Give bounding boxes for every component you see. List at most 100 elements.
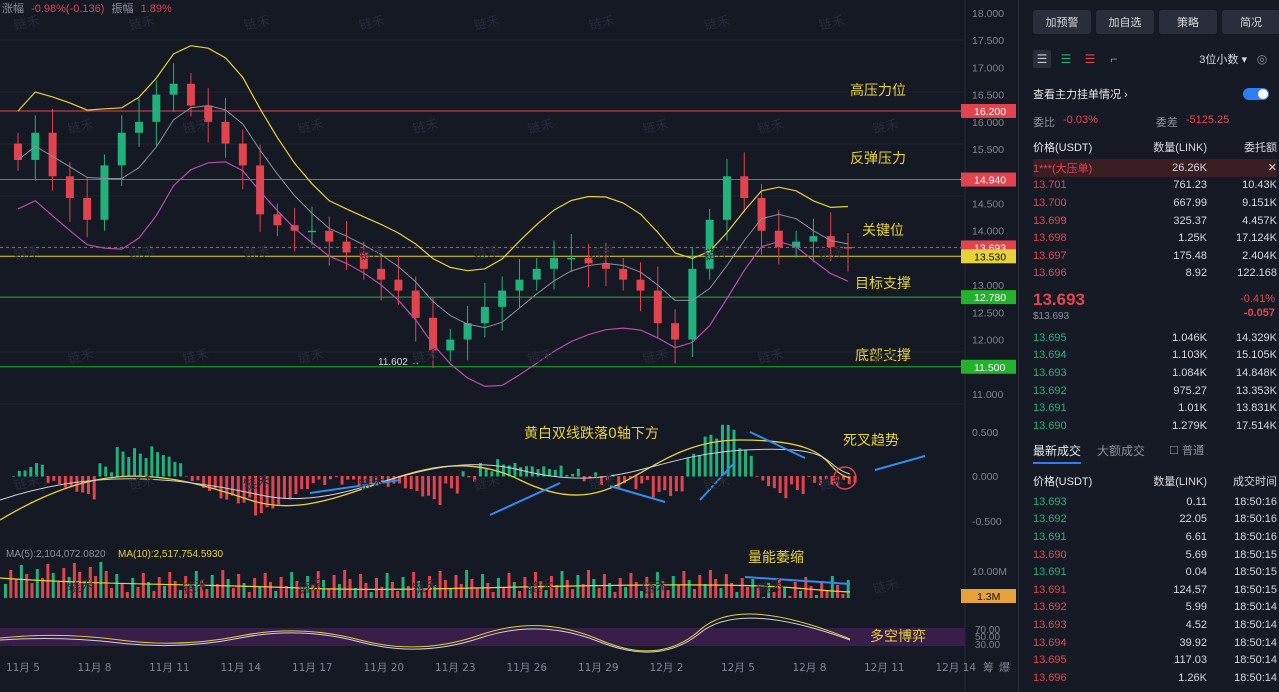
level-annotation: 关键位 — [862, 223, 904, 239]
row-amount: ✕ — [1267, 162, 1277, 175]
candle-body — [273, 214, 282, 226]
alert-button[interactable]: 加预警 — [1033, 10, 1091, 34]
ratio-row: 委比 -0.03% 委差 -5125.25 — [1033, 114, 1271, 130]
candle-body — [653, 290, 662, 324]
macd-bar — [536, 469, 540, 477]
strategy-button[interactable]: 策略 — [1159, 10, 1217, 34]
macd-bar — [242, 476, 246, 503]
macd-bar — [236, 476, 240, 504]
order-row[interactable]: 1***(大压单) 26.26K ✕ — [1033, 159, 1277, 177]
candle-body — [740, 176, 749, 199]
macd-bar — [98, 463, 102, 477]
trade-row[interactable]: 13.692 22.05 18:50:16 — [1033, 511, 1277, 529]
order-row[interactable]: 13.692 975.27 13.353K — [1033, 382, 1277, 400]
macd-bar — [265, 476, 269, 508]
x-tick: 11月 5 — [6, 662, 40, 674]
trade-row[interactable]: 13.691 124.57 18:50:15 — [1033, 581, 1277, 599]
row-qty: 975.27 — [1173, 384, 1207, 397]
trade-row[interactable]: 13.690 5.69 18:50:15 — [1033, 546, 1277, 564]
volume-bar — [184, 576, 188, 598]
watermark-text: 链禾 — [358, 14, 387, 34]
order-book-toggle[interactable] — [1243, 88, 1269, 100]
x-tick: 11月 26 — [507, 662, 548, 674]
macd-bar — [52, 476, 56, 481]
volume-bar — [353, 588, 357, 598]
trade-row[interactable]: 13.696 1.26K 18:50:14 — [1033, 669, 1277, 687]
order-row[interactable]: 13.693 1.084K 14.848K — [1033, 364, 1277, 382]
trade-row[interactable]: 13.692 5.99 18:50:14 — [1033, 599, 1277, 617]
volume-bar — [327, 589, 331, 598]
volume-bar — [767, 583, 771, 598]
volume-bar — [19, 565, 23, 598]
decimals-select[interactable]: 3位小数 ▾ — [1199, 54, 1247, 66]
macd-bar — [133, 448, 137, 477]
row-price: 1***(大压单) — [1033, 162, 1093, 175]
order-row[interactable]: 13.701 761.23 10.43K — [1033, 177, 1277, 195]
row-price: 13.690 — [1033, 548, 1067, 561]
chart-area[interactable]: 18.00017.50017.00016.50016.00015.50015.0… — [0, 0, 1018, 692]
macd-bar — [346, 476, 350, 480]
volume-bar — [512, 582, 516, 598]
action-buttons: 加预警 加自选 策略 简况 — [1033, 10, 1279, 34]
watermark-text: 链禾 — [473, 14, 502, 34]
volume-bar — [491, 592, 495, 598]
volume-bar — [401, 577, 405, 598]
volume-bar — [274, 591, 278, 598]
macd-bar — [761, 476, 765, 481]
volume-bar — [428, 576, 431, 598]
watchlist-button[interactable]: 加自选 — [1096, 10, 1154, 34]
order-row[interactable]: 13.690 1.279K 17.514K — [1033, 417, 1277, 435]
macd-bar — [692, 453, 696, 477]
trade-row[interactable]: 13.691 0.04 18:50:15 — [1033, 563, 1277, 581]
macd-bar — [830, 476, 834, 485]
volume-bar — [72, 563, 76, 598]
macd-bar — [392, 476, 396, 484]
order-row[interactable]: 13.699 325.37 4.457K — [1033, 212, 1277, 230]
macd-bar — [288, 476, 292, 500]
candle-body — [394, 279, 403, 291]
macd-bar — [588, 476, 592, 479]
candlestick-chart[interactable]: 18.00017.50017.00016.50016.00015.50015.0… — [0, 0, 1018, 692]
trade-row[interactable]: 13.695 117.03 18:50:14 — [1033, 651, 1277, 669]
order-row[interactable]: 13.696 8.92 122.168 — [1033, 265, 1277, 283]
macd-bar — [380, 476, 384, 484]
expand-icon[interactable]: ⌐ — [1110, 52, 1118, 66]
book-asks-icon[interactable]: ☰ — [1084, 52, 1096, 66]
trade-row[interactable]: 13.693 0.11 18:50:16 — [1033, 493, 1277, 511]
volume-bar — [624, 587, 628, 598]
osc-line-yellow — [0, 613, 851, 652]
order-row[interactable]: 13.695 1.046K 14.329K — [1033, 329, 1277, 347]
order-row[interactable]: 13.697 175.48 2.404K — [1033, 247, 1277, 265]
book-bids-icon[interactable]: ☰ — [1060, 52, 1072, 66]
price-tick: 17.000 — [972, 62, 1004, 74]
settings-icon[interactable]: ◎ — [1256, 52, 1268, 66]
macd-bar — [259, 476, 263, 514]
tab-latest[interactable]: 最新成交 — [1033, 442, 1082, 464]
level-badge — [961, 359, 1016, 374]
macd-bar — [121, 451, 125, 477]
trade-row[interactable]: 13.691 6.61 18:50:16 — [1033, 528, 1277, 546]
row-price: 13.690 — [1033, 419, 1067, 432]
order-row[interactable]: 13.698 1.25K 17.124K — [1033, 229, 1277, 247]
watermark-text: 链禾 — [412, 347, 441, 367]
volume-bar — [62, 568, 66, 598]
price-tick: 16.000 — [972, 117, 1004, 129]
level-label: 12.780 — [974, 292, 1006, 304]
x-tick: 11月 23 — [435, 662, 476, 674]
volume-bar — [634, 582, 638, 598]
volume-bar — [94, 576, 98, 598]
tab-large[interactable]: 大额成交 — [1097, 444, 1146, 458]
macd-bar — [427, 476, 430, 496]
order-book-title[interactable]: 查看主力挂单情况 › — [1033, 89, 1128, 101]
book-both-icon[interactable]: ☰ — [1033, 50, 1051, 68]
volume-bar — [269, 582, 272, 598]
normal-filter[interactable]: ☐ 普通 — [1169, 445, 1204, 457]
macd-bar — [92, 476, 96, 500]
trade-row[interactable]: 13.694 39.92 18:50:14 — [1033, 634, 1277, 652]
overview-button[interactable]: 简况 — [1222, 10, 1279, 34]
trade-row[interactable]: 13.693 4.52 18:50:14 — [1033, 616, 1277, 634]
order-row[interactable]: 13.700 667.99 9.151K — [1033, 194, 1277, 212]
order-row[interactable]: 13.691 1.01K 13.831K — [1033, 399, 1277, 417]
order-row[interactable]: 13.694 1.103K 15.105K — [1033, 347, 1277, 365]
macd-bar — [12, 476, 15, 477]
